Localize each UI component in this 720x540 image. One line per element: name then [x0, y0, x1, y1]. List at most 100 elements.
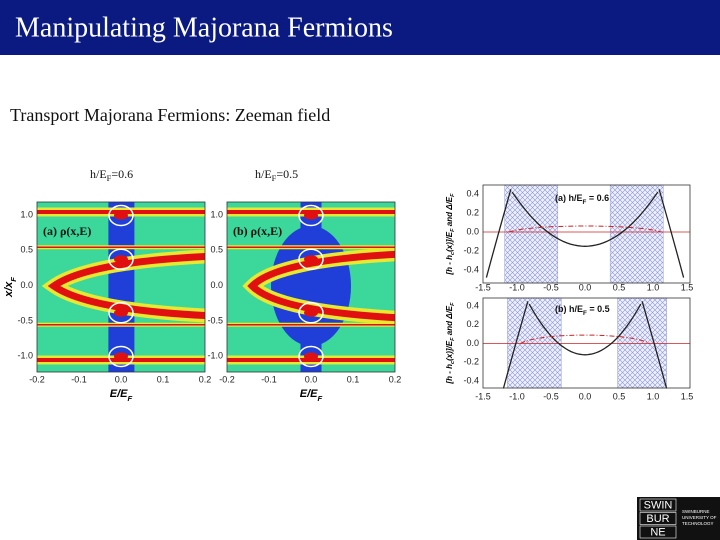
highlight-circle: [108, 248, 134, 270]
subtitle: Transport Majorana Fermions: Zeeman fiel…: [10, 105, 330, 125]
panel-caption: h/EF=0.5: [255, 167, 298, 184]
map-band: [108, 202, 135, 372]
panel-caption-part: h/E: [255, 167, 272, 181]
panel-caption-part: =0.5: [276, 167, 298, 181]
hatched-region: [617, 297, 667, 389]
panel-label-part: F: [583, 199, 587, 206]
map-peak: [114, 308, 128, 317]
curve: [511, 191, 659, 247]
x-tick-label: 1.5: [681, 282, 694, 292]
x-tick-label: -0.2: [29, 374, 45, 384]
map-peak: [304, 352, 318, 361]
y-tick-label: -0.4: [463, 375, 479, 385]
logo-mark: BUR: [646, 513, 669, 525]
plot-frame: [36, 201, 206, 373]
map-peak: [304, 308, 318, 317]
highlight-circle: [108, 345, 134, 368]
dashed-curve: [508, 225, 662, 233]
panel-label-part: = 0.5: [587, 304, 610, 314]
map-band: [300, 202, 322, 372]
y-axis-label-part: c: [450, 360, 456, 364]
x-axis-label-part: F: [318, 394, 323, 403]
x-axis-label-part: E/E: [110, 388, 128, 400]
highlight-circle: [298, 248, 324, 270]
plot-frame: [482, 297, 691, 389]
y-tick-label: 0.5: [210, 245, 223, 255]
logo-text: UNIVERSITY OF: [682, 515, 717, 520]
slide-title: Manipulating Majorana Fermions: [15, 12, 393, 43]
panel-caption-part: h/E: [90, 167, 107, 181]
y-axis-label-part: F: [450, 302, 456, 306]
y-axis-label-part: and Δ/E: [445, 305, 454, 337]
x-tick-label: 0.5: [613, 282, 626, 292]
x-tick-label: -1.5: [475, 391, 491, 401]
x-tick-label: -1.0: [509, 282, 525, 292]
x-tick-label: 0.0: [115, 374, 128, 384]
map-peak: [114, 352, 128, 361]
panel-label: (b) ρ(x,E): [233, 224, 282, 238]
logo-text: SWINBURNE: [682, 509, 710, 514]
panel-label: (a) h/EF = 0.6: [555, 193, 609, 206]
x-tick-label: 0.0: [579, 282, 592, 292]
panel-caption-part: F: [272, 174, 277, 183]
x-tick-label: 0.0: [305, 374, 318, 384]
y-axis-label-part: x/x: [3, 281, 15, 298]
highlight-circle: [108, 204, 134, 227]
y-tick-label: -1.0: [207, 351, 223, 361]
highlight-circle: [298, 345, 324, 368]
panel-label-part: = 0.6: [586, 193, 609, 203]
curve: [528, 303, 642, 356]
y-tick-label: -0.4: [463, 264, 479, 274]
y-axis-label-part: F: [9, 277, 18, 282]
x-axis-label-part: E/E: [300, 388, 318, 400]
x-tick-label: -0.1: [261, 374, 277, 384]
x-tick-label: 0.5: [613, 391, 626, 401]
y-tick-label: 0.2: [466, 207, 479, 217]
title-bar: [0, 0, 720, 55]
density-map: [37, 202, 205, 372]
x-axis-label: E/EF: [110, 388, 133, 403]
x-tick-label: 0.0: [579, 391, 592, 401]
highlight-circle: [298, 302, 324, 324]
x-tick-label: 0.1: [157, 374, 170, 384]
x-tick-label: -1.5: [475, 282, 491, 292]
curve: [502, 301, 529, 389]
panel-label: (b) h/EF = 0.5: [555, 304, 610, 317]
panel-caption-part: =0.6: [111, 167, 133, 181]
logo-mark: SWIN: [644, 499, 673, 511]
y-axis-label-part: [h - h: [445, 255, 454, 276]
y-tick-label: 0.5: [20, 245, 33, 255]
density-map: [227, 202, 395, 372]
y-axis-label-part: [h - h: [445, 364, 454, 385]
panel-label: (a) ρ(x,E): [43, 224, 91, 238]
y-tick-label: 0.0: [20, 280, 33, 290]
x-axis-label-part: F: [128, 394, 133, 403]
y-axis-label-part: and Δ/E: [445, 196, 454, 228]
y-axis-label-part: F: [450, 228, 456, 232]
y-axis-label-part: (x)]/E: [445, 340, 454, 361]
curve: [485, 189, 512, 278]
panel-caption-part: F: [107, 174, 112, 183]
logo-text: TECHNOLOGY: [682, 521, 714, 526]
x-tick-label: 1.0: [647, 391, 660, 401]
y-axis-label: [h - hc(x)]/EF and Δ/EF: [445, 302, 456, 385]
plot-frame: [482, 184, 691, 284]
curve: [658, 189, 685, 278]
y-axis-label: [h - hc(x)]/EF and Δ/EF: [445, 193, 456, 276]
map-peak: [114, 211, 128, 220]
y-axis-label-part: (x)]/E: [445, 231, 454, 252]
panel-label-part: (a) h/E: [555, 193, 583, 203]
map-ridge: [47, 252, 205, 320]
x-tick-label: -0.2: [219, 374, 235, 384]
y-axis-label-part: F: [450, 193, 456, 197]
logo-box: [639, 525, 677, 539]
y-tick-label: 0.0: [210, 280, 223, 290]
x-axis-label: E/EF: [300, 388, 323, 403]
x-tick-label: 0.1: [347, 374, 360, 384]
panel-label-part: F: [583, 310, 587, 317]
map-ridge: [247, 250, 395, 322]
map-peak: [304, 211, 318, 220]
y-tick-label: 0.0: [466, 226, 479, 236]
y-tick-label: -0.2: [463, 245, 479, 255]
